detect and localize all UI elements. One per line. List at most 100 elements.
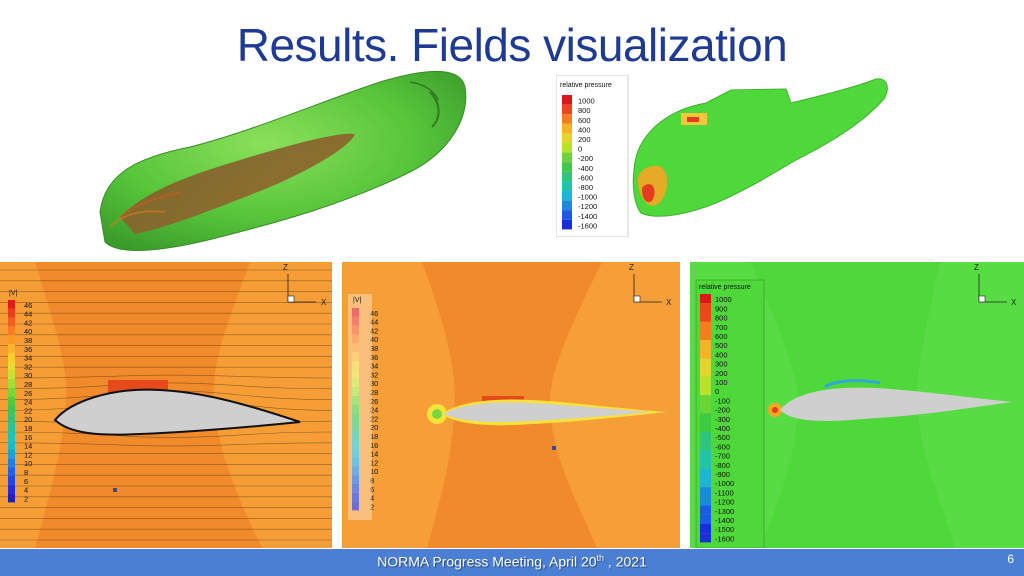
pressure-right-legend-value: 900 [715, 304, 728, 313]
pressure-3d-legend-swatch [562, 143, 572, 153]
velocity-left-legend-swatch [8, 388, 15, 397]
velocity-left-legend-value: 12 [24, 450, 32, 459]
velocity-field-left-panel: |V| 46 44 42 40 38 36 34 32 30 28 26 24 22 20 18 16 14 12… [0, 262, 332, 548]
velocity-mid-legend-value: 12 [370, 458, 378, 467]
velocity-mid-legend-value: 8 [370, 476, 374, 485]
pressure-right-legend-swatch [700, 524, 711, 534]
velocity-mid-legend-swatch [352, 413, 359, 423]
pressure-3d-legend-swatch [562, 171, 572, 182]
pressure-right-legend-swatch [700, 358, 711, 368]
velocity-left-legend-swatch [8, 484, 15, 494]
pressure-right-legend-value: 1000 [715, 295, 732, 304]
pressure-right-legend-value: -700 [715, 452, 730, 461]
velocity-left-legend-value: 22 [24, 406, 32, 415]
pressure-right-legend-swatch [700, 413, 711, 423]
pressure-right-legend-value: -800 [715, 461, 730, 470]
velocity-left-legend-value: 34 [24, 354, 32, 363]
pressure-3d-legend-value: -1400 [578, 212, 597, 221]
footer-bar: NORMA Progress Meeting, April 20th , 202… [0, 549, 1024, 576]
velocity-left-legend-swatch [8, 467, 15, 476]
pressure-3d-legend-value: -800 [578, 183, 593, 192]
pressure-3d-legend-swatch [562, 162, 572, 172]
pressure-right-legend-swatch [700, 386, 711, 396]
pressure-right-legend-value: 300 [715, 360, 728, 369]
velocity-mid-legend-value: 28 [370, 388, 378, 397]
streamline [0, 382, 332, 390]
pressure-right-legend: 10009008007006005004003002001000-100-200… [700, 294, 734, 543]
velocity-left-legend-title: |V| [9, 290, 17, 297]
velocity-left-legend-value: 46 [24, 301, 32, 310]
footer-superscript: th [596, 553, 605, 563]
pressure-3d-legend-swatch [562, 95, 572, 105]
velocity-left-legend-swatch [8, 458, 15, 468]
velocity-left-legend-value: 16 [24, 433, 32, 442]
pressure-3d-legend-value: 400 [578, 125, 591, 134]
velocity-left-legend: 4644424038363432302826242220181614121086… [8, 300, 32, 503]
pressure-3d-legend-title: relative pressure [560, 82, 612, 89]
pressure-3d-legend-value: -1000 [578, 193, 597, 202]
pressure-right-legend-value: -1300 [715, 507, 734, 516]
pressure-3d-legend-swatch [562, 133, 572, 143]
velocity-mid-legend-swatch [352, 484, 359, 493]
velocity-mid-legend-swatch [352, 440, 359, 449]
velocity-mid-legend-value: 30 [370, 379, 378, 388]
pressure-3d-panel: relative pressure 1000 800 600 400 200 0 -200-… [556, 75, 896, 237]
pressure-right-legend-swatch [700, 441, 711, 451]
velocity-mid-legend-value: 22 [370, 414, 378, 423]
pressure-right-legend-swatch [700, 395, 711, 405]
pressure-3d-legend-value: 200 [578, 135, 591, 144]
velocity-left-legend-value: 18 [24, 424, 32, 433]
velocity-left-legend-value: 24 [24, 398, 32, 407]
velocity-mid-legend-swatch [352, 457, 359, 467]
footer-main-text: NORMA Progress Meeting, April 20 [377, 553, 597, 570]
streamline [0, 442, 332, 447]
velocity-mid-legend-swatch [352, 466, 359, 476]
pressure-right-legend-title: relative pressure [699, 284, 751, 291]
velocity-left-legend-value: 2 [24, 494, 28, 503]
pressure-3d-legend-swatch [562, 152, 572, 163]
velocity-mid-legend-value: 20 [370, 423, 378, 432]
velocity-left-legend-swatch [8, 335, 15, 344]
pressure-right-legend-swatch [700, 432, 711, 442]
footer-text: NORMA Progress Meeting, April 20th , 202… [0, 553, 1024, 570]
velocity-mid-legend-swatch [352, 422, 359, 432]
pressure-3d-legend-swatch [562, 114, 572, 124]
velocity-mid-legend-value: 14 [370, 450, 378, 459]
velocity-left-legend-value: 38 [24, 336, 32, 345]
velocity-mid-legend-value: 36 [370, 353, 378, 362]
velocity-mid-legend-value: 46 [370, 309, 378, 318]
velocity-mid-legend-value: 32 [370, 370, 378, 379]
pressure-right-legend-value: 0 [715, 387, 719, 396]
velocity-left-legend-swatch [8, 414, 15, 424]
velocity-mid-legend-value: 10 [370, 467, 378, 476]
velocity-left-legend-swatch [8, 440, 15, 450]
footer-suffix: , 2021 [604, 553, 647, 570]
velocity-left-legend-value: 8 [24, 468, 28, 477]
velocity-left-legend-swatch [8, 476, 15, 485]
pressure-right-legend-value: 700 [715, 323, 728, 332]
pressure-3d-legend-swatch [562, 219, 572, 230]
pressure-right-legend-swatch [700, 321, 711, 331]
pressure-right-legend-swatch [700, 349, 711, 359]
velocity-mid-legend-swatch [352, 343, 359, 352]
pressure-3d-legend-swatch [562, 210, 572, 220]
pressure-right-legend-swatch [700, 422, 711, 432]
velocity-mid-legend-swatch [352, 492, 359, 502]
pressure-3d-legend-value: 800 [578, 106, 591, 115]
pressure-3d-legend-swatch [562, 191, 572, 201]
pressure-3d-legend-value: -200 [578, 154, 593, 163]
pressure-right-legend-swatch [700, 487, 711, 497]
slide-title: Results. Fields visualization [236, 19, 788, 71]
velocity-mid-legend-value: 24 [370, 406, 378, 415]
isosurface-icon [99, 70, 467, 251]
velocity-left-legend-value: 28 [24, 380, 32, 389]
pressure-right-legend-value: 500 [715, 341, 728, 350]
pressure-right-legend-value: -1200 [715, 498, 734, 507]
pressure-right-legend-value: -500 [715, 433, 730, 442]
pressure-right-legend-swatch [700, 404, 711, 414]
velocity-mid-legend-swatch [352, 387, 359, 396]
pressure-right-legend-swatch [700, 303, 711, 313]
pressure-3d-legend-value: -400 [578, 164, 593, 173]
pressure-right-legend-value: 600 [715, 332, 728, 341]
velocity-left-legend-value: 6 [24, 477, 28, 486]
